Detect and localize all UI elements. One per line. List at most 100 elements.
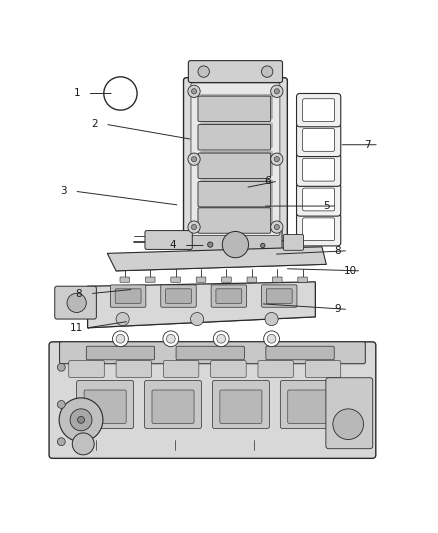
Circle shape [116,312,129,326]
Circle shape [198,66,209,77]
FancyBboxPatch shape [161,285,196,307]
FancyBboxPatch shape [258,361,293,377]
FancyBboxPatch shape [326,378,373,449]
Text: 11: 11 [70,323,83,333]
FancyBboxPatch shape [200,94,273,119]
Text: 8: 8 [334,246,341,256]
Polygon shape [107,247,326,271]
Circle shape [191,88,197,94]
Circle shape [274,224,279,230]
FancyBboxPatch shape [272,277,282,282]
FancyBboxPatch shape [188,61,283,83]
Circle shape [271,221,283,233]
FancyBboxPatch shape [55,286,96,319]
FancyBboxPatch shape [163,361,199,377]
FancyBboxPatch shape [298,277,307,282]
FancyBboxPatch shape [280,381,337,429]
Circle shape [222,231,248,258]
Circle shape [264,331,279,346]
FancyBboxPatch shape [189,230,282,257]
FancyBboxPatch shape [247,277,257,282]
Circle shape [191,312,204,326]
Circle shape [333,409,364,440]
FancyBboxPatch shape [198,208,271,233]
Circle shape [261,243,265,248]
Circle shape [72,433,94,455]
Polygon shape [88,282,315,328]
FancyBboxPatch shape [145,277,155,282]
FancyBboxPatch shape [200,123,273,148]
Text: 4: 4 [170,240,177,251]
Text: 6: 6 [264,176,271,186]
FancyBboxPatch shape [211,285,247,307]
FancyBboxPatch shape [297,153,341,187]
FancyBboxPatch shape [171,277,180,282]
FancyBboxPatch shape [297,123,341,157]
FancyBboxPatch shape [60,342,365,364]
FancyBboxPatch shape [198,153,271,179]
Text: 8: 8 [75,289,82,298]
FancyBboxPatch shape [184,78,287,241]
FancyBboxPatch shape [198,125,271,150]
FancyBboxPatch shape [212,381,269,429]
FancyBboxPatch shape [200,151,273,176]
FancyBboxPatch shape [303,218,335,241]
Circle shape [70,409,92,431]
Circle shape [274,88,279,94]
Circle shape [116,334,125,343]
FancyBboxPatch shape [266,346,334,360]
FancyBboxPatch shape [191,83,280,236]
FancyBboxPatch shape [145,381,201,429]
FancyBboxPatch shape [303,128,335,151]
Text: 1: 1 [73,88,80,99]
FancyBboxPatch shape [220,390,262,423]
Text: 2: 2 [91,119,98,129]
Circle shape [261,66,273,77]
FancyBboxPatch shape [196,277,206,282]
FancyBboxPatch shape [84,390,126,423]
Circle shape [191,224,197,230]
FancyBboxPatch shape [283,235,304,251]
Circle shape [271,85,283,98]
Circle shape [78,416,85,423]
Circle shape [166,334,175,343]
Text: 3: 3 [60,186,67,196]
FancyBboxPatch shape [297,183,341,216]
FancyBboxPatch shape [145,231,192,249]
FancyBboxPatch shape [198,96,271,122]
Circle shape [57,364,65,371]
Circle shape [188,221,200,233]
FancyBboxPatch shape [152,390,194,423]
FancyBboxPatch shape [297,93,341,127]
FancyBboxPatch shape [305,361,341,377]
FancyBboxPatch shape [110,285,146,307]
FancyBboxPatch shape [116,361,152,377]
FancyBboxPatch shape [297,213,341,246]
Circle shape [57,400,65,408]
Circle shape [208,242,213,247]
Circle shape [271,153,283,165]
FancyBboxPatch shape [69,361,104,377]
FancyBboxPatch shape [198,182,271,207]
FancyBboxPatch shape [77,381,134,429]
Text: 7: 7 [364,140,371,150]
FancyBboxPatch shape [303,99,335,122]
Circle shape [267,334,276,343]
Circle shape [188,85,200,98]
Circle shape [104,77,137,110]
FancyBboxPatch shape [120,277,130,282]
Circle shape [59,398,103,442]
FancyBboxPatch shape [288,390,330,423]
FancyBboxPatch shape [303,188,335,211]
FancyBboxPatch shape [200,206,273,231]
Circle shape [163,331,179,346]
FancyBboxPatch shape [200,179,273,205]
FancyBboxPatch shape [86,346,155,360]
Circle shape [265,312,278,326]
FancyBboxPatch shape [49,342,376,458]
Circle shape [113,331,128,346]
Circle shape [67,293,86,312]
FancyBboxPatch shape [216,289,242,303]
Circle shape [274,157,279,162]
FancyBboxPatch shape [303,158,335,181]
